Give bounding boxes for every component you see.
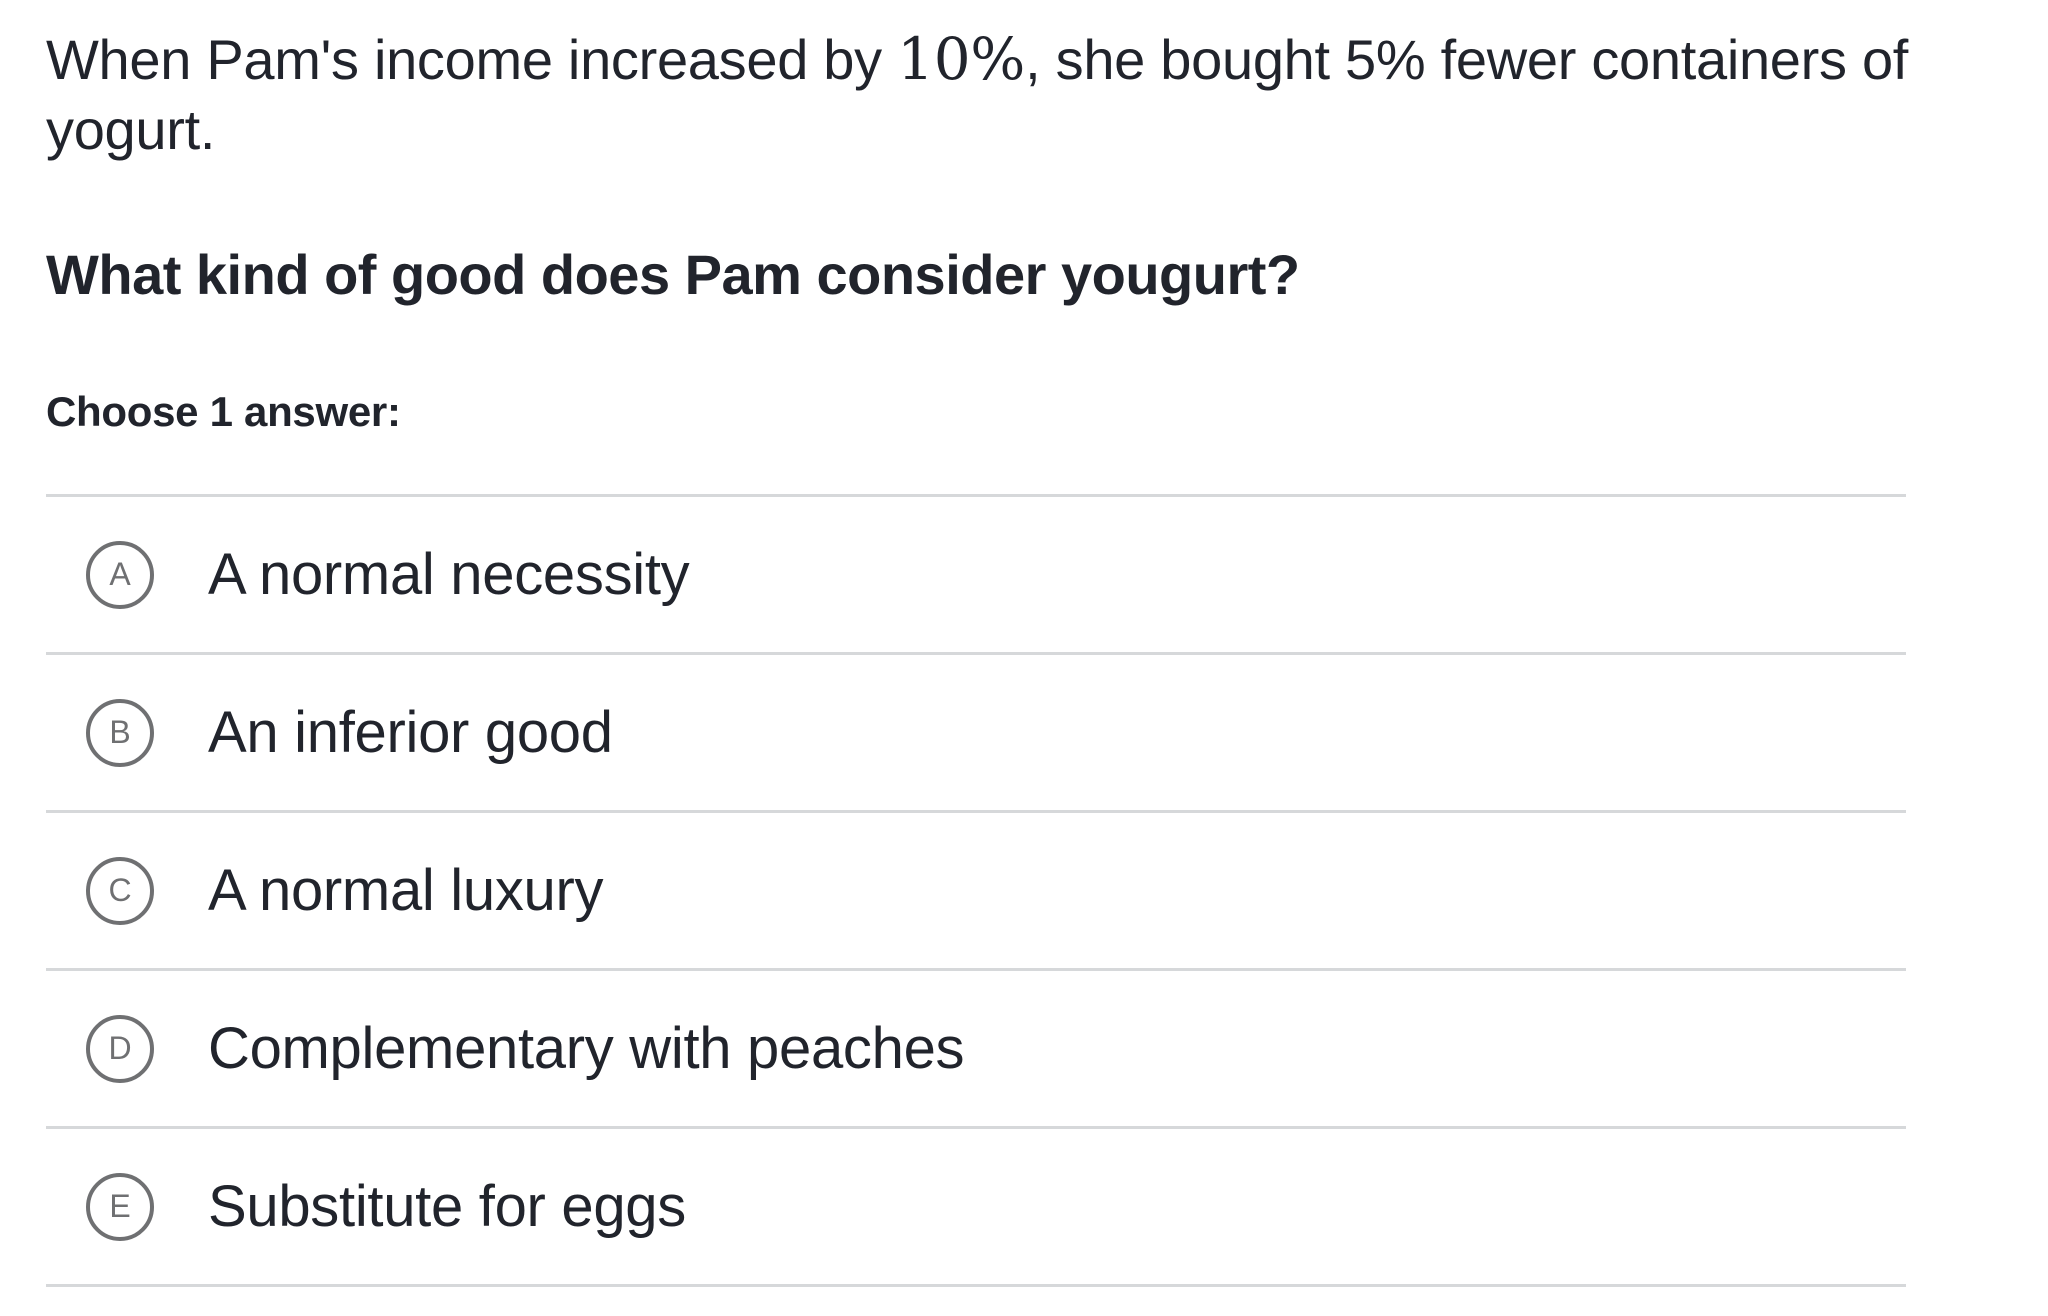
- question-prompt: What kind of good does Pam consider youg…: [46, 243, 1300, 306]
- choice-e-radio[interactable]: E: [86, 1172, 154, 1241]
- choice-c-radio[interactable]: C: [86, 856, 154, 925]
- choice-b-radio[interactable]: B: [86, 698, 154, 767]
- choice-a-radio[interactable]: A: [86, 540, 154, 609]
- question-text-before: When Pam's income increased by: [46, 28, 898, 91]
- choice-b-label: An inferior good: [208, 699, 613, 765]
- choice-a[interactable]: A A normal necessity: [46, 497, 1906, 655]
- choice-c-label: A normal luxury: [208, 857, 604, 923]
- choice-a-label: A normal necessity: [208, 541, 690, 607]
- answer-choices: A A normal necessity B An inferior good …: [46, 494, 1906, 1287]
- choice-d-radio[interactable]: D: [86, 1014, 154, 1083]
- choice-c[interactable]: C A normal luxury: [46, 813, 1906, 971]
- choice-d[interactable]: D Complementary with peaches: [46, 971, 1906, 1129]
- question-math-value: 10%: [897, 25, 1026, 93]
- choice-e-label: Substitute for eggs: [208, 1173, 686, 1239]
- question-text-after: , she bought 5% fewer containers of yogu…: [46, 28, 1909, 161]
- choose-answer-label: Choose 1 answer:: [46, 388, 401, 435]
- question-text: When Pam's income increased by 10%, she …: [46, 24, 1976, 165]
- choice-e[interactable]: E Substitute for eggs: [46, 1129, 1906, 1287]
- choice-b[interactable]: B An inferior good: [46, 655, 1906, 813]
- choice-d-label: Complementary with peaches: [208, 1015, 965, 1081]
